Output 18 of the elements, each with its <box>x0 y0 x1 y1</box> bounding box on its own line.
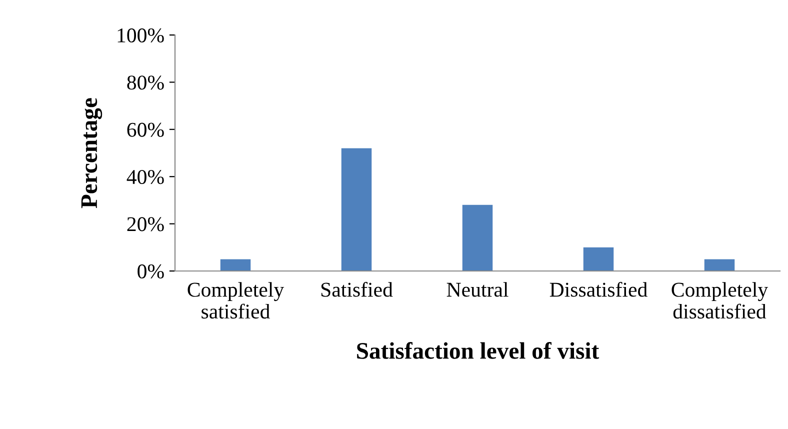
bar <box>583 247 614 271</box>
y-axis-title: Percentage <box>81 98 102 208</box>
x-tick-label: Dissatisfied <box>550 282 648 297</box>
x-tick-label: Neutral <box>446 282 508 297</box>
y-tick-label: 60% <box>127 122 164 137</box>
y-tick-label: 0% <box>138 264 164 278</box>
x-axis-title: Satisfaction level of visit <box>357 342 600 359</box>
x-tick-label: Completely dissatisfied <box>672 282 768 319</box>
bar <box>220 259 251 271</box>
bar <box>341 148 372 271</box>
y-tick-label: 80% <box>127 76 164 90</box>
y-tick-label: 20% <box>127 217 164 232</box>
y-tick-label: 100% <box>118 28 164 42</box>
x-tick-label: Completely satisfied <box>188 282 284 319</box>
bar <box>462 204 493 271</box>
bar <box>704 259 735 271</box>
y-tick-label: 40% <box>126 170 164 184</box>
x-tick-label: Satisfied <box>321 282 393 297</box>
